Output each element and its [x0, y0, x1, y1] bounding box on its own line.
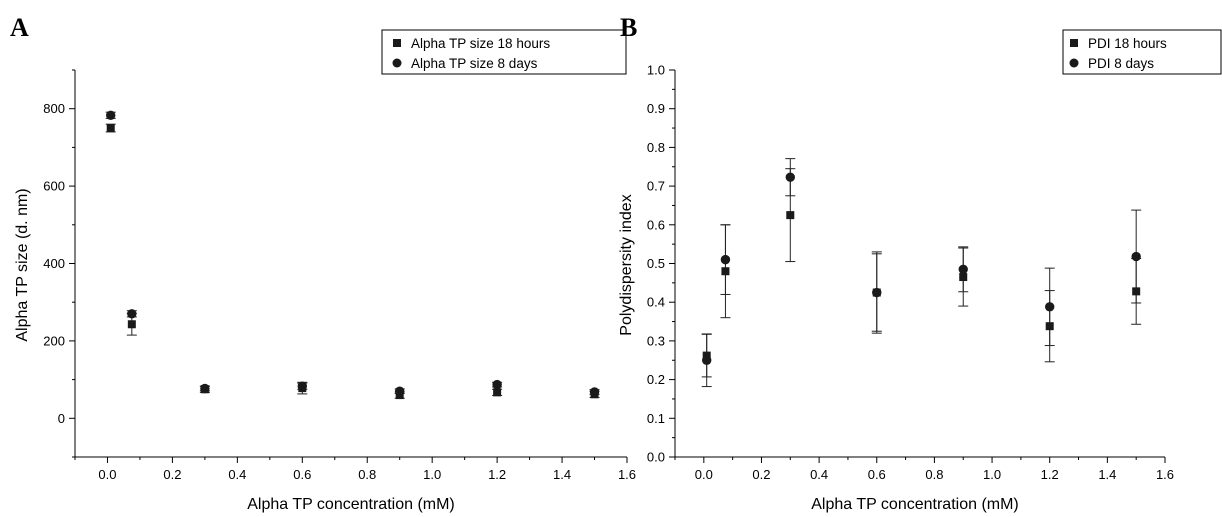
panel-a-letter: A	[10, 13, 29, 42]
panel-a-y-tick-label: 800	[43, 101, 65, 116]
panel-a-x-tick-label: 0.4	[228, 467, 246, 482]
panel-b-point-circle	[958, 264, 968, 275]
panel-a-legend-box	[381, 29, 627, 75]
panel-b-point-square	[1045, 322, 1054, 331]
panel-b-y-tick-label: 0.8	[647, 140, 665, 155]
panel-b-point-circle	[785, 172, 795, 182]
panel-a-x-tick-label: 1.2	[488, 467, 506, 482]
panel-b-y-axis-title: Polydispersity index	[618, 194, 635, 335]
panel-b-y-tick-label: 0.1	[647, 411, 665, 426]
panel-a-point-circle	[127, 309, 137, 319]
panel-b-y-tick-label: 1.0	[647, 63, 665, 78]
panel-b-x-tick-label: 0.2	[752, 467, 770, 482]
panel-b-x-tick-label: 0.4	[810, 467, 828, 482]
panel-b-x-axis-title: Alpha TP concentration (mM)	[811, 496, 1019, 513]
panel-a-point-circle	[106, 110, 116, 120]
panel-a-x-tick-label: 0.2	[163, 467, 181, 482]
legend-circle-marker	[1069, 58, 1079, 68]
panel-b-x-tick-label: 0.8	[925, 467, 943, 482]
panel-a-point-square	[127, 320, 136, 329]
panel-a-x-tick-label: 1.4	[553, 467, 571, 482]
panel-a-legend: Alpha TP size 18 hours Alpha TP size 8 d…	[381, 29, 627, 75]
panel-a: A Alpha TP concentration (mM) Alpha TP s…	[10, 13, 636, 513]
panel-b-x-tick-label: 1.4	[1098, 467, 1116, 482]
panel-b-plot-area: 0.0 0.2 0.4 0.6 0.8 1.0 1.2 1.4 1.6 0.0 0.1 0.2 0.3 0…	[647, 63, 1174, 483]
panel-b-x-tick-label: 1.6	[1156, 467, 1174, 482]
panel-a-point-square	[493, 388, 502, 397]
panel-b-point-square	[1132, 287, 1141, 296]
panel-b-y-tick-label: 0.5	[647, 256, 665, 271]
panel-a-y-axis-title: Alpha TP size (d. nm)	[14, 188, 31, 341]
panel-b-x-tick-label: 0.6	[868, 467, 886, 482]
panel-b-legend: PDI 18 hours PDI 8 days	[1062, 29, 1222, 75]
panel-b: B Alpha TP concentration (mM) Polydisper…	[618, 13, 1222, 513]
panel-a-point-circle	[492, 379, 502, 390]
panel-a-y-tick-label: 0	[58, 411, 65, 426]
panel-b-y-tick-label: 0.2	[647, 372, 665, 387]
legend-square-marker	[393, 39, 401, 47]
panel-a-point-circle	[200, 383, 210, 394]
panel-a-y-tick-label: 200	[43, 333, 65, 348]
panel-b-y-tick-label: 0.4	[647, 295, 665, 310]
panel-b-point-square	[959, 273, 968, 282]
legend-square-marker	[1070, 39, 1078, 47]
panel-a-point-square	[106, 124, 115, 133]
panel-a-x-tick-label: 0.0	[98, 467, 116, 482]
panel-b-legend-label-2: PDI 8 days	[1088, 56, 1154, 71]
panel-a-x-tick-label: 0.6	[293, 467, 311, 482]
panel-b-point-circle	[1045, 302, 1055, 312]
panel-a-plot-area: 0.0 0.2 0.4 0.6 0.8 1.0 1.2 1.4 1.6 0 200 400 600 800	[43, 69, 636, 482]
panel-a-x-tick-label: 1.6	[618, 467, 636, 482]
panel-b-y-tick-label: 0.0	[647, 450, 665, 465]
panel-a-x-axis-title: Alpha TP concentration (mM)	[247, 496, 455, 513]
panel-b-point-circle	[720, 254, 731, 265]
panel-a-y-tick-label: 600	[43, 179, 65, 194]
panel-a-x-tick-label: 1.0	[423, 467, 441, 482]
panel-a-legend-label-2: Alpha TP size 8 days	[411, 56, 538, 71]
panel-b-point-circle	[1131, 251, 1141, 262]
panel-a-y-tick-label: 400	[43, 256, 65, 271]
legend-circle-marker	[392, 58, 402, 68]
panel-b-x-tick-label: 0.0	[695, 467, 713, 482]
panel-b-point-square	[721, 267, 730, 276]
panel-a-point-circle	[589, 387, 600, 397]
panel-a-point-circle	[395, 386, 405, 396]
panel-b-y-tick-label: 0.3	[647, 333, 665, 348]
panel-b-point-circle	[872, 287, 882, 298]
panel-a-legend-label-1: Alpha TP size 18 hours	[411, 36, 550, 51]
panel-b-y-tick-label: 0.7	[647, 179, 665, 194]
panel-b-point-circle	[702, 355, 712, 365]
panel-b-point-square	[786, 211, 795, 220]
panel-b-x-tick-label: 1.0	[983, 467, 1001, 482]
panel-b-y-tick-label: 0.6	[647, 217, 665, 232]
panel-b-y-tick-label: 0.9	[647, 101, 665, 116]
panel-b-letter: B	[620, 13, 637, 42]
panel-b-legend-box	[1062, 29, 1222, 75]
panel-b-x-tick-label: 1.2	[1041, 467, 1059, 482]
panel-a-point-circle	[297, 381, 307, 391]
panel-a-x-tick-label: 0.8	[358, 467, 376, 482]
panel-b-legend-label-1: PDI 18 hours	[1088, 36, 1167, 51]
